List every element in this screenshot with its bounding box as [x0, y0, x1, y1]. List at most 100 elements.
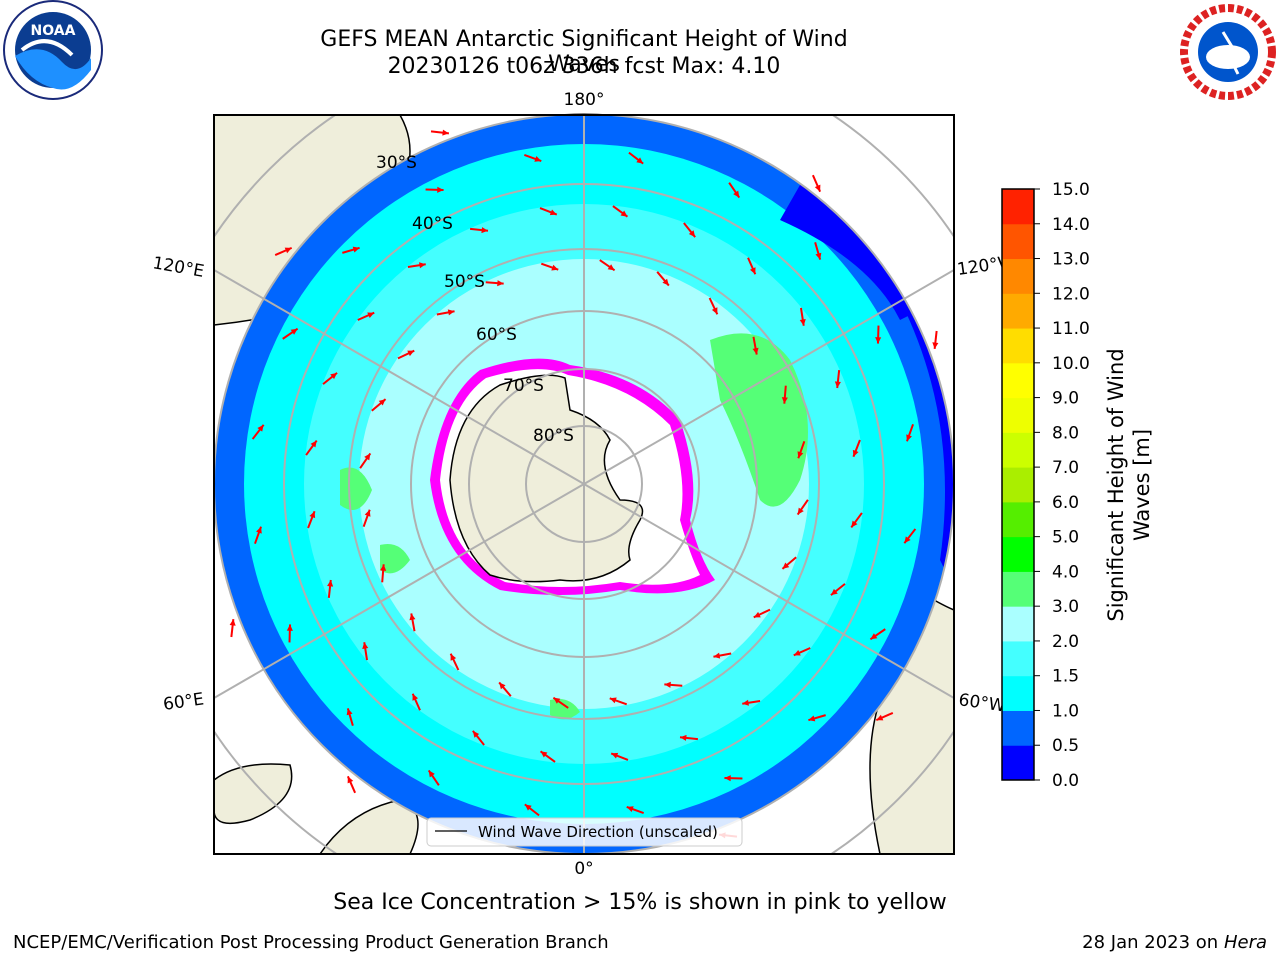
wave-arrow-head — [367, 312, 375, 319]
wave-arrow-head — [364, 509, 371, 517]
wave-arrow-head — [752, 347, 759, 355]
colorbar-label-line2: Waves [m] — [1130, 429, 1154, 541]
wave-arrow-head — [904, 536, 911, 544]
colorbar-swatch — [1002, 362, 1034, 399]
wave-arrow-head — [688, 230, 696, 238]
colorbar-tick-label: 1.5 — [1052, 667, 1079, 687]
wave-arrow-head — [797, 507, 804, 515]
wave-arrow-head — [664, 681, 671, 688]
wave-arrow-head — [607, 264, 615, 271]
colorbar-swatch — [1002, 571, 1034, 607]
wave-arrow-head — [540, 751, 548, 758]
wave-arrow-head — [290, 328, 298, 335]
wave-arrow-head — [549, 209, 557, 216]
footer-date: 28 Jan 2023 on — [1082, 932, 1224, 953]
chart-title: GEFS MEAN Antarctic Significant Height o… — [320, 27, 848, 77]
colorbar-swatch — [1002, 640, 1034, 677]
wave-arrow-head — [932, 342, 939, 349]
lat-label-60s: 60°S — [476, 325, 517, 345]
colorbar-tick-label: 8.0 — [1052, 423, 1079, 443]
wave-arrow-head — [753, 611, 761, 618]
noaa-logo: NOAA — [3, 0, 103, 100]
lat-label-50s: 50°S — [444, 272, 485, 292]
wave-arrow-head — [447, 309, 455, 316]
wave-arrow-head — [799, 319, 806, 326]
wave-arrow-head — [713, 652, 721, 659]
wave-arrow-head — [711, 307, 718, 315]
wave-arrow-head — [362, 642, 369, 649]
wave-arrow-head — [428, 770, 435, 778]
wave-arrow-head — [524, 804, 532, 811]
colorbar-swatch — [1002, 536, 1034, 572]
wave-arrow-head — [733, 190, 740, 198]
footer-credit: NCEP/EMC/Verification Post Processing Pr… — [13, 932, 609, 953]
nws-logo — [1180, 4, 1276, 100]
wave-arrow-head — [407, 350, 415, 357]
wave-arrow-head — [347, 776, 354, 784]
wave-arrow-head — [437, 186, 444, 193]
colorbar-tick-label: 15.0 — [1052, 180, 1090, 200]
map-frame — [213, 114, 955, 855]
lon-label-120e: 120°E — [151, 253, 205, 282]
wave-arrow-head — [626, 806, 634, 812]
colorbar-swatch — [1002, 397, 1034, 433]
colorbar-tick-label: 12.0 — [1052, 284, 1090, 304]
wave-arrow-head — [782, 562, 790, 569]
wave-arrow-head — [609, 697, 617, 704]
wave-arrow-head — [481, 227, 488, 234]
wave-arrow-head — [284, 247, 292, 254]
colorbar-tick-label: 1.0 — [1052, 701, 1079, 721]
lat-label-80s: 80°S — [533, 426, 574, 446]
colorbar-swatch — [1002, 745, 1034, 781]
wave-arrow-head — [852, 449, 859, 457]
caption: Sea Ice Concentration > 15% is shown in … — [333, 890, 947, 915]
wave-arrow-head — [611, 752, 619, 759]
colorbar: 0.0 0.5 1.0 1.5 2.0 3.0 4.0 5.0 6.0 7.0 8.0 9.0 10.0… — [1001, 180, 1090, 791]
wave-arrow-head — [781, 397, 788, 404]
wave-arrow-head — [551, 264, 559, 271]
wave-arrow-head — [808, 715, 816, 722]
wave-arrow-head — [499, 682, 506, 690]
wave-arrow-head — [330, 372, 338, 380]
wave-arrow-head — [834, 381, 841, 388]
wave-arrow-head — [636, 157, 644, 164]
wave-arrow-head — [749, 267, 756, 275]
wave-arrow-head — [256, 526, 262, 534]
footer-timestamp: 28 Jan 2023 on Hera — [1082, 932, 1267, 953]
wave-arrow-head — [742, 699, 749, 706]
colorbar-frame — [1001, 188, 1035, 781]
colorbar-tick-label: 4.0 — [1052, 562, 1079, 582]
footer-machine: Hera — [1223, 932, 1267, 953]
colorbar-swatch — [1002, 328, 1034, 364]
colorbar-tick-label: 0.5 — [1052, 736, 1079, 756]
wave-arrow-head — [352, 246, 360, 253]
wave-arrow-head — [286, 624, 293, 631]
colorbar-swatch — [1002, 606, 1034, 642]
wave-arrow-head — [797, 451, 804, 459]
lon-label-0: 0° — [574, 859, 593, 879]
colorbar-tick-label: 5.0 — [1052, 528, 1079, 548]
graticule — [214, 115, 954, 854]
lat-label-70s: 70°S — [503, 376, 544, 396]
wave-arrow-head — [229, 619, 236, 626]
wave-arrow-head — [553, 697, 561, 704]
colorbar-label: Significant Height of Wind Waves [m] — [1104, 348, 1154, 621]
colorbar-tick-label: 11.0 — [1052, 319, 1090, 339]
colorbar-tick-label: 10.0 — [1052, 354, 1090, 374]
colorbar-tick-label: 3.0 — [1052, 597, 1079, 617]
lat-label-30s: 30°S — [376, 153, 417, 173]
lon-label-60e: 60°E — [162, 689, 205, 714]
wave-arrow-head — [412, 693, 419, 701]
wave-arrow-head — [815, 252, 822, 260]
lat-label-40s: 40°S — [412, 214, 453, 234]
wave-arrow-head — [793, 649, 801, 656]
wave-arrow-head — [364, 453, 371, 461]
colorbar-swatch — [1002, 258, 1034, 294]
colorbar-swatch — [1002, 501, 1034, 538]
colorbar-tick-label: 0.0 — [1052, 771, 1079, 791]
wave-arrow-head — [409, 613, 416, 621]
wave-arrow-head — [450, 653, 457, 661]
wave-arrow-head — [906, 434, 912, 442]
colorbar-tick-label: 6.0 — [1052, 493, 1079, 513]
colorbar-swatch — [1002, 223, 1034, 260]
